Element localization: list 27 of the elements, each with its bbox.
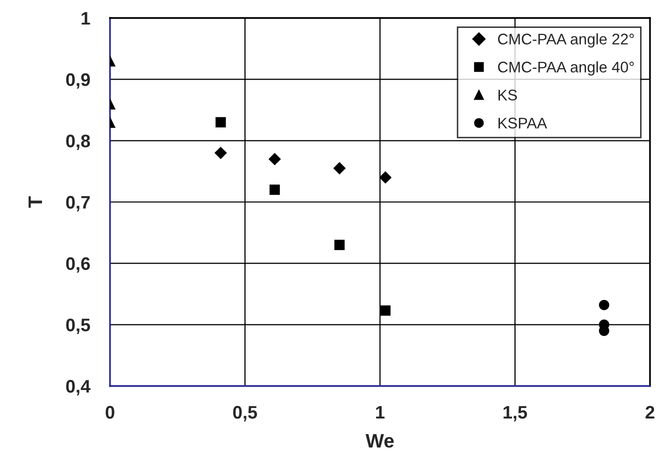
y-tick-label: 0,5 [66,318,90,334]
point [334,240,345,250]
y-tick-label: 0,9 [66,73,90,89]
y-tick-label: 0,7 [66,196,90,212]
x-tick-label: 1 [376,406,385,419]
point [214,146,227,160]
y-tick-label: 1 [82,12,90,25]
point [379,171,392,184]
x-axis-title: We [366,434,394,448]
point [270,184,280,195]
x-tick-label: 1,5 [504,406,528,422]
legend-label: CMC-PAA angle 40° [498,61,634,76]
x-tick-label: 2 [646,406,654,419]
y-axis-title: T [28,196,42,208]
legend-label: KSPAA [498,118,548,128]
point [216,117,226,128]
point [598,300,610,310]
point [268,152,281,166]
y-tick-label: 0,8 [66,134,90,150]
legend-label: KS [498,90,517,100]
legend-label: CMC-PAA angle 22° [498,33,634,48]
point [333,162,346,174]
y-tick-label: 0,6 [66,257,90,273]
x-tick-label: 0 [106,406,114,419]
point [380,305,391,316]
x-tick-label: 0,5 [233,406,258,422]
y-tick-label: 0,4 [66,380,90,396]
